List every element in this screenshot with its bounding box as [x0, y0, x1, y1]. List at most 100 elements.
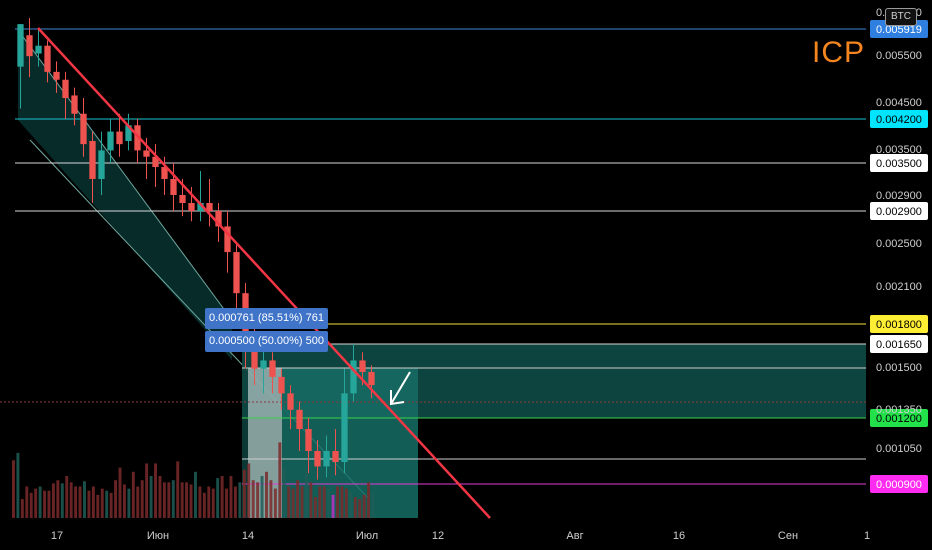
volume-bar	[207, 486, 211, 518]
fib-tooltip-lower: 0.000500 (50.00%) 500	[205, 331, 328, 352]
candle-body	[260, 360, 267, 369]
price-tick-label: 0.003500	[876, 144, 922, 156]
candle	[260, 344, 267, 394]
volume-bar	[87, 490, 91, 518]
price-tick-label: 0.001050	[876, 443, 922, 455]
candle	[152, 144, 159, 187]
price-tag-label: 0.001800	[876, 319, 922, 331]
volume-bar	[309, 482, 313, 518]
volume-bar	[318, 486, 322, 518]
candle	[224, 211, 231, 273]
candle	[170, 163, 177, 211]
volume-bar	[109, 492, 113, 518]
volume-bar	[247, 463, 251, 518]
volume-bars	[12, 442, 375, 518]
volume-bar	[238, 482, 242, 518]
price-tag-bg	[870, 409, 928, 427]
candle-body	[368, 371, 375, 386]
candle	[89, 131, 96, 203]
candle-body	[206, 203, 213, 211]
time-tick-label: 14	[242, 530, 254, 542]
volume-bar	[189, 484, 193, 518]
time-tick-label: 1	[864, 530, 870, 542]
volume-bar	[74, 486, 78, 518]
volume-bar	[265, 471, 268, 518]
volume-bar	[91, 486, 95, 518]
arrow-shaft	[390, 371, 411, 405]
candle	[161, 156, 168, 195]
candle-body	[125, 125, 132, 141]
volume-bar	[43, 490, 47, 518]
candle	[62, 71, 69, 119]
price-tag: 0.003500	[870, 154, 928, 172]
price-tag-label: 0.005919	[876, 24, 922, 36]
time-tick-label: Июл	[356, 530, 378, 542]
volume-bar	[118, 467, 122, 518]
volume-bar	[65, 476, 69, 518]
volume-bar	[242, 469, 246, 518]
candle	[17, 24, 24, 109]
volume-bar	[176, 461, 180, 518]
candle	[107, 119, 114, 163]
price-tag-bg	[870, 202, 928, 220]
candle-body	[71, 95, 78, 114]
volume-bar	[34, 488, 38, 518]
candle	[206, 179, 213, 227]
candle-body	[17, 24, 24, 67]
price-tag-label: 0.002900	[876, 206, 922, 218]
price-tick-label: 0.001350	[876, 404, 922, 416]
price-tag: 0.004200	[870, 110, 928, 128]
volume-bar	[38, 486, 42, 518]
volume-bar	[278, 442, 282, 518]
volume-bar	[145, 463, 149, 518]
candle	[80, 98, 87, 157]
price-tick-label: 0.002500	[876, 238, 922, 250]
volume-bar	[269, 480, 273, 518]
volume-bar	[322, 486, 326, 518]
quote-currency-badge[interactable]: BTC	[885, 8, 917, 26]
volume-bar	[336, 486, 339, 518]
volume-bar	[127, 488, 131, 518]
candle-body	[323, 451, 330, 467]
volume-bar	[180, 482, 184, 518]
candle-body	[179, 195, 186, 203]
candle	[134, 119, 141, 163]
volume-bar	[171, 480, 175, 518]
candle-body	[314, 451, 321, 467]
time-tick-label: 12	[432, 530, 444, 542]
candle	[341, 368, 348, 473]
arrow-annotation	[390, 371, 411, 406]
volume-bar	[96, 494, 100, 518]
symbol-label: ICP	[812, 36, 866, 69]
price-tag: 0.001650	[870, 335, 928, 353]
volume-bar	[233, 486, 237, 518]
volume-bar	[47, 490, 51, 518]
volume-bar	[260, 476, 264, 518]
volume-bar	[29, 492, 33, 518]
price-tag-bg	[870, 110, 928, 128]
volume-bar	[100, 488, 104, 518]
volume-bar	[69, 482, 73, 518]
volume-bar	[51, 483, 55, 518]
volume-bar	[358, 499, 362, 518]
candle-body	[53, 71, 60, 80]
candle-body	[152, 156, 159, 167]
candle	[44, 40, 51, 83]
volume-bar	[167, 482, 171, 518]
candle-body	[251, 337, 258, 369]
candle-body	[278, 376, 285, 394]
candle	[287, 385, 294, 429]
candle-body	[359, 360, 366, 372]
price-tag: 0.001800	[870, 315, 928, 333]
volume-bar	[331, 494, 335, 518]
volume-bar	[327, 486, 331, 518]
volume-bar	[20, 499, 24, 518]
volume-bar	[78, 486, 82, 518]
candle-body	[62, 79, 69, 99]
price-tag-label: 0.001200	[876, 413, 922, 425]
candle-body	[341, 393, 348, 462]
candle	[197, 171, 204, 222]
price-tag: 0.001200	[870, 409, 928, 427]
candle-body	[269, 360, 276, 377]
